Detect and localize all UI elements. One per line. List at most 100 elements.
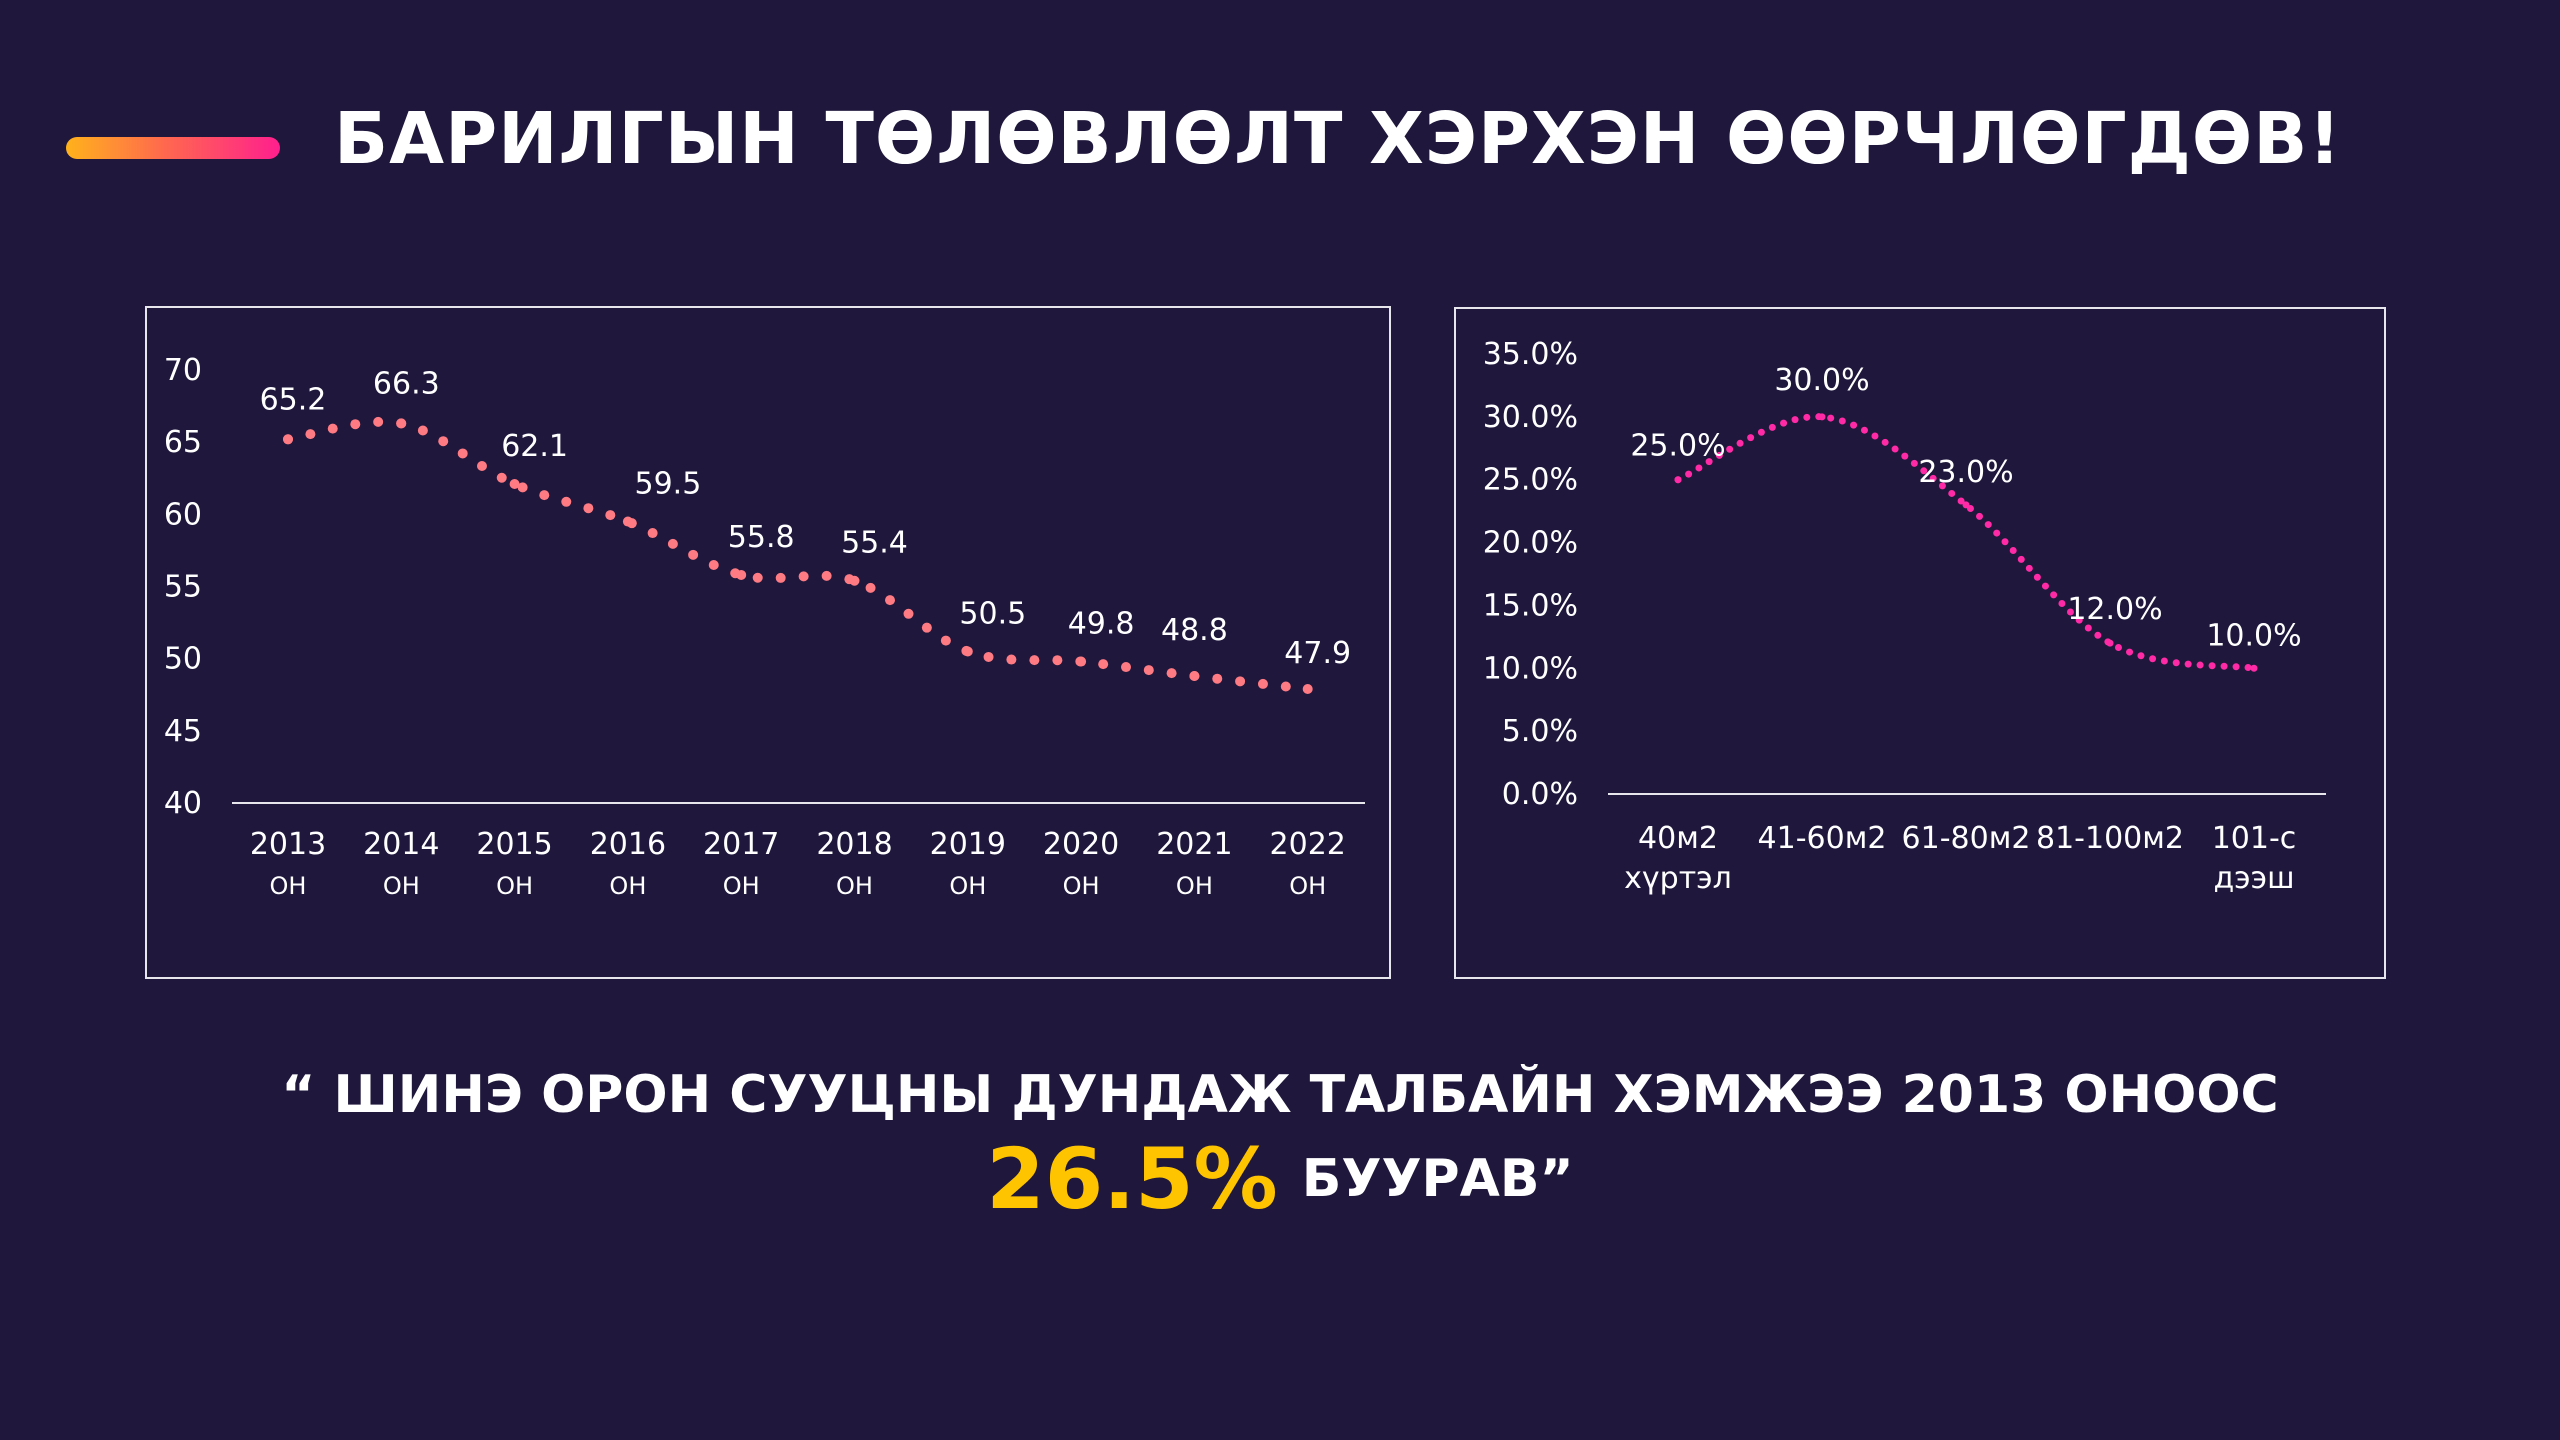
series-dot xyxy=(1280,681,1291,692)
series-dot xyxy=(688,549,699,560)
series-dot xyxy=(865,582,876,593)
data-label: 55.8 xyxy=(728,520,795,555)
quote-line-1: “ ШИНЭ ОРОН СУУЦНЫ ДУНДАЖ ТАЛБАЙН ХЭМЖЭЭ… xyxy=(281,1065,2279,1125)
data-point xyxy=(2106,639,2114,647)
series-dot xyxy=(2220,662,2228,670)
series-dot xyxy=(1780,419,1788,427)
data-label: 50.5 xyxy=(959,596,1026,631)
series-dot xyxy=(561,496,572,507)
x-tick-sublabel: ОН xyxy=(1176,872,1213,900)
x-tick-sublabel: ОН xyxy=(836,872,873,900)
series-dot xyxy=(1166,668,1177,679)
y-tick-label: 15.0% xyxy=(1483,588,1578,623)
series-dot xyxy=(1705,458,1713,466)
series-dot xyxy=(1098,659,1109,670)
series-dot xyxy=(940,635,951,646)
data-point xyxy=(622,516,633,527)
series-dot xyxy=(1838,417,1846,425)
x-tick-label: 2018 xyxy=(816,827,892,862)
series-dot xyxy=(1212,673,1223,684)
series-dot xyxy=(821,570,832,581)
series-dot xyxy=(1938,482,1946,490)
x-tick-label: хүртэл xyxy=(1624,861,1732,896)
series-dot xyxy=(2033,573,2041,581)
series-dot xyxy=(539,490,550,501)
series-dot xyxy=(1984,521,1992,529)
data-point xyxy=(849,575,860,586)
y-tick-label: 25.0% xyxy=(1483,463,1578,498)
series-dot xyxy=(476,460,487,471)
data-point xyxy=(1962,501,1970,509)
y-tick-label: 45 xyxy=(164,714,202,749)
x-tick-sublabel: ОН xyxy=(609,872,646,900)
series-dot xyxy=(1052,655,1063,666)
series-dot xyxy=(2094,631,2102,639)
series-dot xyxy=(1948,489,1956,497)
data-label: 59.5 xyxy=(635,467,702,502)
series-dot xyxy=(605,510,616,521)
series-dot xyxy=(2160,657,2168,665)
series-dot xyxy=(1695,464,1703,472)
series-dot xyxy=(2208,662,2216,670)
y-tick-label: 35.0% xyxy=(1483,337,1578,372)
data-point xyxy=(1302,683,1313,694)
y-tick-label: 20.0% xyxy=(1483,526,1578,561)
series-dot xyxy=(2126,648,2134,656)
x-tick-label: 101-с xyxy=(2212,821,2297,856)
page-title: БАРИЛГЫН ТӨЛӨВЛӨЛТ ХЭРХЭН ӨӨРЧЛӨГДӨВ! xyxy=(334,97,2342,180)
x-tick-label: 2022 xyxy=(1270,827,1346,862)
series-dot xyxy=(2041,582,2049,590)
series-dot xyxy=(1901,452,1909,460)
series-dot xyxy=(1910,459,1918,467)
series-dot xyxy=(1029,655,1040,666)
series-dot xyxy=(1850,421,1858,429)
data-point xyxy=(509,479,520,490)
x-tick-label: 2016 xyxy=(590,827,666,862)
series-dot xyxy=(438,436,449,447)
x-tick-label: 2013 xyxy=(250,827,326,862)
series-dot xyxy=(2244,664,2252,672)
series-dot xyxy=(1891,445,1899,453)
series-dot xyxy=(2075,616,2083,624)
data-point xyxy=(1076,656,1087,667)
series-dot xyxy=(1860,426,1868,434)
series-dot xyxy=(885,595,896,606)
series-dot xyxy=(2025,564,2033,572)
data-label: 12.0% xyxy=(2067,592,2162,627)
series-dot xyxy=(2114,643,2122,651)
x-tick-label: 2021 xyxy=(1156,827,1232,862)
data-point xyxy=(962,646,973,657)
series-dot xyxy=(327,423,338,434)
data-label: 48.8 xyxy=(1161,613,1228,648)
series-dot xyxy=(1757,428,1765,436)
series-dot xyxy=(2232,663,2240,671)
y-tick-label: 65 xyxy=(164,425,202,460)
x-tick-label: 2014 xyxy=(363,827,439,862)
series-dot xyxy=(2137,652,2145,660)
series-dot xyxy=(583,503,594,514)
series-dot xyxy=(1715,451,1723,459)
data-label: 66.3 xyxy=(373,366,440,401)
x-tick-sublabel: ОН xyxy=(1289,872,1326,900)
series-dot xyxy=(1006,654,1017,665)
data-label: 23.0% xyxy=(1918,455,2013,490)
series-dot xyxy=(1920,467,1928,475)
data-point xyxy=(2250,664,2258,672)
y-tick-label: 55 xyxy=(164,570,202,605)
series-dot xyxy=(1747,434,1755,442)
series-dot xyxy=(2058,600,2066,608)
chart-panel-by-year: 40 45 50 55 60 65 70 2013 ОН 2014 ОН 2015 ОН 2016 ОН 20… xyxy=(145,306,1391,979)
series-dot xyxy=(752,572,763,583)
data-point xyxy=(1818,413,1826,421)
series-dot xyxy=(1726,445,1734,453)
y-tick-label: 10.0% xyxy=(1483,651,1578,686)
series-dot xyxy=(1143,665,1154,676)
series-dot xyxy=(647,528,658,539)
x-tick-label: 81-100м2 xyxy=(2036,821,2184,856)
x-tick-label: 2020 xyxy=(1043,827,1119,862)
series-dot xyxy=(1736,439,1744,447)
series-dot xyxy=(417,425,428,436)
data-label: 47.9 xyxy=(1284,636,1351,671)
series-dot xyxy=(1993,529,2001,537)
y-tick-label: 70 xyxy=(164,353,202,388)
